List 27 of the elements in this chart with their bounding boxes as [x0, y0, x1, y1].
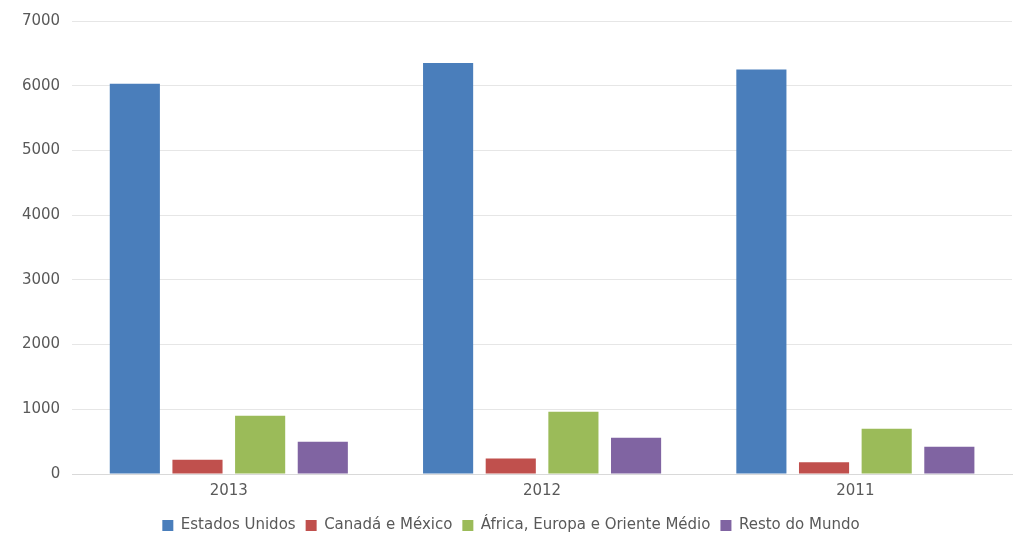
bar — [611, 437, 662, 474]
bar — [924, 446, 975, 474]
bar — [485, 458, 536, 474]
y-tick-label: 0 — [50, 463, 61, 482]
bar — [798, 462, 850, 474]
bar — [548, 411, 599, 474]
x-tick-label: 2012 — [522, 480, 562, 499]
bar — [736, 69, 787, 474]
x-tick-label: 2013 — [209, 480, 248, 499]
y-tick-label: 5000 — [21, 140, 61, 159]
legend-label: Canadá e México — [324, 515, 453, 534]
x-tick-label: 2011 — [836, 480, 875, 499]
bar — [297, 441, 348, 474]
legend-label: África, Europa e Oriente Médio — [480, 514, 711, 534]
legend-label: Estados Unidos — [180, 515, 296, 534]
bar — [861, 428, 912, 474]
bar — [235, 415, 286, 474]
y-tick-label: 2000 — [21, 334, 61, 353]
bar — [423, 63, 474, 474]
legend-label: Resto do Mundo — [738, 515, 860, 534]
bar — [109, 83, 160, 474]
bar — [172, 459, 223, 474]
y-tick-label: 4000 — [21, 205, 61, 224]
y-tick-label: 1000 — [21, 399, 61, 418]
y-tick-label: 7000 — [21, 10, 61, 29]
y-tick-label: 3000 — [21, 269, 61, 288]
y-tick-label: 6000 — [21, 75, 61, 94]
